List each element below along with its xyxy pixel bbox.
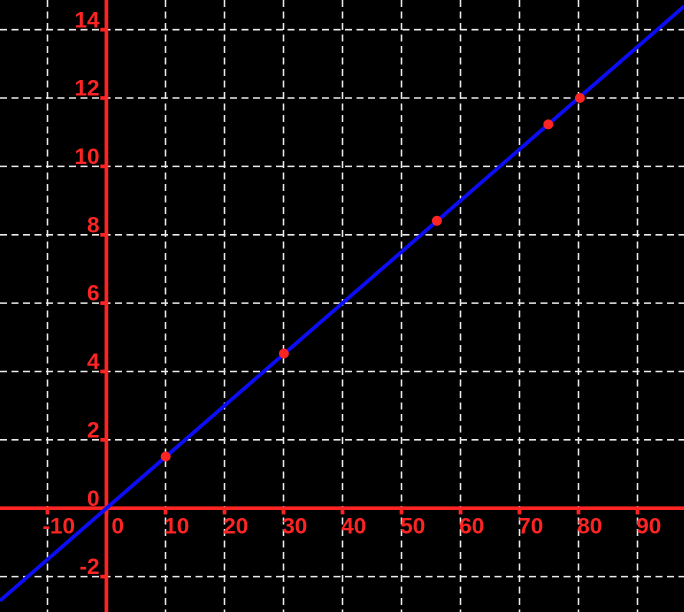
svg-text:10: 10 — [74, 144, 99, 169]
svg-text:14: 14 — [74, 7, 100, 32]
svg-text:50: 50 — [400, 514, 425, 539]
svg-text:20: 20 — [223, 514, 248, 539]
svg-text:12: 12 — [74, 76, 99, 101]
svg-text:10: 10 — [164, 514, 189, 539]
svg-text:8: 8 — [87, 212, 100, 237]
svg-text:30: 30 — [282, 514, 307, 539]
svg-text:6: 6 — [87, 281, 100, 306]
svg-text:80: 80 — [577, 514, 602, 539]
svg-text:-10: -10 — [43, 514, 76, 539]
svg-text:0: 0 — [87, 486, 100, 511]
svg-text:0: 0 — [112, 514, 125, 539]
svg-text:2: 2 — [87, 417, 100, 442]
svg-text:90: 90 — [636, 514, 661, 539]
svg-text:70: 70 — [518, 514, 543, 539]
svg-text:-2: -2 — [79, 554, 99, 579]
svg-text:40: 40 — [341, 514, 366, 539]
svg-text:60: 60 — [459, 514, 484, 539]
svg-text:4: 4 — [87, 349, 100, 374]
